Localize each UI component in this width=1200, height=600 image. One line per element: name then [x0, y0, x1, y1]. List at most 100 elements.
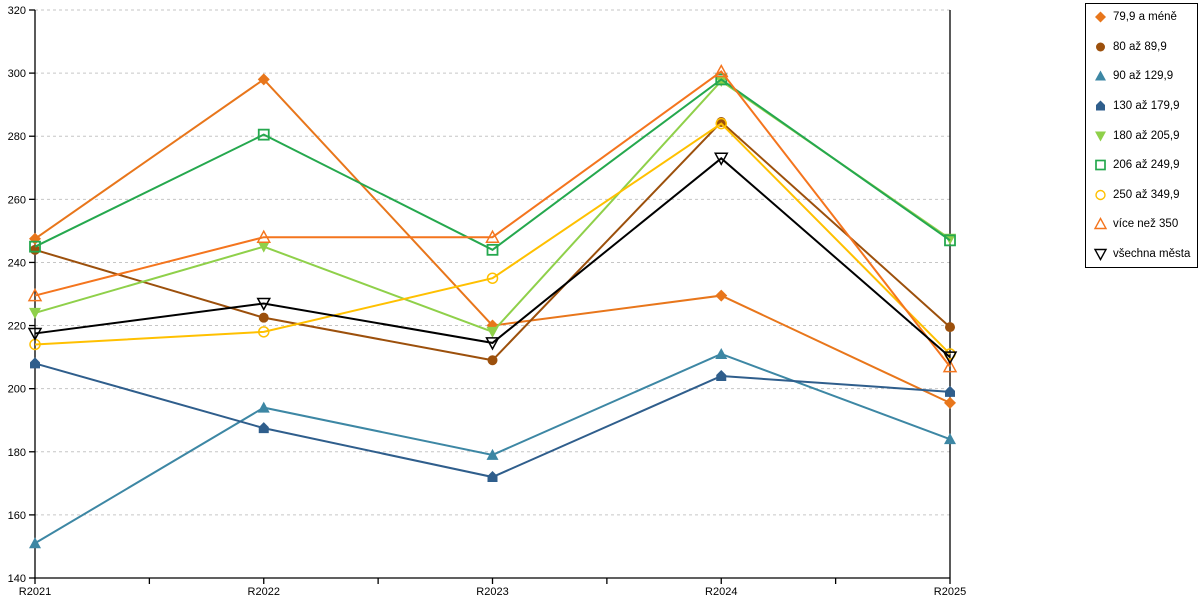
x-axis-tick-label: R2025	[934, 586, 966, 598]
data-point-marker	[486, 326, 499, 338]
data-point-marker	[713, 152, 729, 166]
data-point-marker	[29, 240, 41, 253]
data-point-marker	[942, 359, 958, 373]
data-point-marker	[944, 234, 956, 247]
data-point-marker	[1093, 248, 1108, 261]
data-point-marker	[487, 355, 498, 366]
data-point-marker	[258, 312, 269, 323]
legend-item: 180 až 205,9	[1093, 129, 1194, 143]
data-point-marker	[1096, 100, 1105, 111]
y-axis-tick-label: 200	[8, 384, 26, 396]
triangle-legend-marker-icon	[1095, 70, 1106, 81]
legend-item: 206 až 249,9	[1093, 158, 1194, 172]
triangle-down-legend-marker-icon	[1095, 131, 1106, 141]
legend-item-label: více než 350	[1113, 218, 1179, 231]
data-point-marker	[713, 63, 729, 78]
series-line	[34, 122, 951, 355]
diamond-legend-marker-icon	[1095, 11, 1106, 23]
data-point-marker	[1095, 189, 1106, 200]
legend-item-label: 80 až 89,9	[1113, 40, 1167, 53]
data-point-marker	[945, 385, 955, 397]
data-point-marker	[715, 117, 727, 130]
data-point-marker	[1095, 131, 1106, 141]
data-point-marker	[29, 307, 41, 319]
data-point-marker	[715, 347, 728, 359]
data-point-marker	[30, 357, 40, 369]
legend-item: 80 až 89,9	[1093, 40, 1194, 54]
series-line	[34, 362, 951, 479]
series-6	[29, 73, 956, 256]
triangle-open-legend-marker-icon	[1093, 217, 1108, 230]
legend-item: všechna města	[1093, 247, 1194, 261]
series-4	[30, 357, 955, 483]
y-axis-tick-label: 260	[8, 194, 26, 206]
legend-item-label: 90 až 129,9	[1113, 70, 1174, 83]
data-point-marker	[1095, 159, 1106, 171]
data-point-marker	[258, 422, 269, 434]
legend-item-label: 79,9 a méně	[1113, 11, 1177, 23]
data-point-marker	[256, 229, 272, 243]
data-point-marker	[485, 337, 500, 351]
series-line	[34, 78, 951, 404]
data-point-marker	[1095, 11, 1106, 23]
x-axis-tick-label: R2024	[705, 586, 737, 598]
data-point-marker	[29, 537, 41, 549]
data-point-marker	[27, 288, 43, 302]
data-point-marker	[716, 370, 727, 382]
data-point-marker	[944, 396, 956, 409]
data-point-marker	[945, 322, 955, 333]
series-9	[27, 152, 958, 365]
pentagon-legend-marker-icon	[1096, 100, 1105, 111]
series-line	[34, 79, 951, 334]
x-axis-tick-label: R2022	[248, 586, 280, 598]
series-line	[34, 70, 951, 368]
legend-item-label: 206 až 249,9	[1113, 159, 1180, 172]
y-axis-tick-label: 140	[8, 573, 26, 585]
data-point-marker	[715, 289, 728, 302]
data-point-marker	[944, 433, 956, 445]
data-point-marker	[27, 327, 43, 342]
series-line	[34, 78, 951, 251]
legend-item: 79,9 a méně	[1093, 10, 1194, 24]
triangle-down-open-legend-marker-icon	[1093, 248, 1108, 261]
y-axis-tick-label: 300	[8, 68, 26, 80]
data-point-marker	[1093, 217, 1108, 230]
x-axis-tick-label: R2023	[476, 586, 508, 598]
y-axis-tick-label: 320	[8, 5, 26, 17]
data-point-marker	[257, 241, 270, 253]
y-axis-tick-label: 280	[8, 131, 26, 143]
data-point-marker	[486, 243, 499, 256]
circle-open-legend-marker-icon	[1095, 189, 1106, 200]
series-line	[34, 157, 951, 358]
legend-item-label: všechna města	[1113, 248, 1191, 260]
legend-item-label: 250 až 349,9	[1113, 188, 1180, 201]
chart-legend: 79,9 a méně 80 až 89,9 90 až 129,9 130 až 1…	[1085, 3, 1198, 268]
data-point-marker	[715, 76, 728, 87]
data-point-marker	[257, 128, 270, 141]
data-point-marker	[487, 471, 498, 483]
legend-item-label: 180 až 205,9	[1113, 129, 1180, 142]
data-point-marker	[257, 73, 270, 86]
data-point-marker	[1095, 70, 1106, 81]
legend-item: 250 až 349,9	[1093, 188, 1194, 202]
x-axis-tick-label: R2021	[19, 586, 51, 598]
legend-item: 90 až 129,9	[1093, 69, 1194, 83]
legend-item: více než 350	[1093, 217, 1194, 231]
series-8	[27, 63, 958, 373]
y-axis-tick-label: 180	[8, 447, 26, 459]
legend-item-label: 130 až 179,9	[1113, 99, 1180, 112]
series-3	[29, 347, 956, 549]
data-point-marker	[485, 229, 500, 243]
data-point-marker	[486, 272, 499, 284]
circle-legend-marker-icon	[1096, 42, 1105, 52]
data-point-marker	[256, 297, 272, 312]
y-axis-tick-label: 240	[8, 257, 26, 269]
data-point-marker	[257, 401, 270, 413]
y-axis-tick-label: 160	[8, 510, 26, 522]
legend-item: 130 až 179,9	[1093, 99, 1194, 113]
y-axis-tick-label: 220	[8, 321, 26, 333]
data-point-marker	[1096, 42, 1105, 52]
square-open-legend-marker-icon	[1095, 159, 1106, 171]
